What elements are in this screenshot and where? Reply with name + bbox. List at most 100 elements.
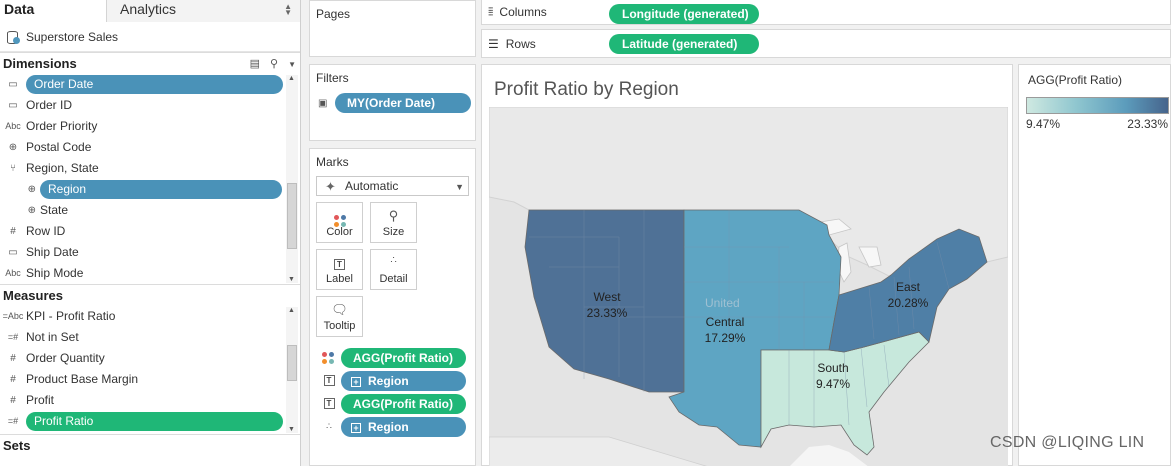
dimensions-scrollbar[interactable]: ▲ ▼ [286,75,298,283]
datasource-row[interactable]: Superstore Sales [0,22,300,52]
color-icon [317,203,362,227]
size-icon: ⚲ [388,208,399,223]
tooltip-button[interactable]: 🗨 Tooltip [316,296,363,337]
dimension-item[interactable]: ▭ Order ID [0,95,300,116]
measure-item[interactable]: # Order Quantity [0,348,300,369]
hash-icon: # [10,374,16,385]
dimension-item[interactable]: ▭ Ship Date [0,242,300,263]
dimension-item[interactable]: ⑂ Region, State [0,158,300,179]
measure-item[interactable]: # Product Base Margin [0,369,300,390]
tab-scroll-arrows-icon[interactable]: ▲ ▼ [284,2,292,17]
filters-label: Filters [316,71,349,85]
columns-pill-longitude[interactable]: Longitude (generated) [609,4,759,24]
rows-shelf[interactable]: ☰ Rows Latitude (generated) [481,29,1171,58]
item-label: Row ID [26,224,66,238]
mark-type-dropdown[interactable]: ✦ Automatic ▼ [316,176,469,196]
mark-field-pill[interactable]: + Region [341,370,466,391]
measure-item[interactable]: =# Not in Set [0,327,300,348]
mark-field-row: T + Region [310,369,475,392]
scroll-up-icon[interactable]: ▲ [288,75,295,82]
scroll-thumb[interactable] [287,183,297,249]
mark-buttons: Color ⚲ Size T Label ∴ Detail 🗨 Tooltip [310,196,475,337]
columns-shelf[interactable]: ⦙⦙⦙ Columns Longitude (generated) [481,0,1171,25]
hierarchy-icon: ⑂ [10,163,16,174]
mark-field-pill[interactable]: AGG(Profit Ratio) [341,393,466,414]
color-icon [322,351,336,365]
dimension-item[interactable]: ⊕ Region [0,179,300,200]
scroll-thumb[interactable] [287,345,297,381]
item-label: Postal Code [26,140,92,154]
data-pane: Data Analytics ▲ ▼ Superstore Sales Dimen… [0,0,301,466]
rows-label: Rows [505,37,536,51]
label-icon: T [322,397,336,411]
dimension-item[interactable]: ⊕ Postal Code [0,137,300,158]
measure-item[interactable]: =# Profit Ratio [0,411,300,432]
chevron-down-icon: ▼ [455,182,464,192]
item-label: Profit [26,393,55,407]
item-label: Region, State [26,161,99,175]
color-button[interactable]: Color [316,202,363,243]
expand-plus-icon[interactable]: + [351,376,361,387]
item-label: State [40,203,69,217]
rows-shelf-label-wrap: ☰ Rows [488,37,536,51]
scroll-up-icon[interactable]: ▲ [288,307,295,314]
region-east-shape[interactable] [828,228,988,353]
filters-shelf[interactable]: Filters ▣ MY(Order Date) [309,64,476,141]
item-label: Ship Date [26,245,79,259]
color-legend[interactable]: AGG(Profit Ratio) 9.47% 23.33% [1018,64,1171,466]
state-boundaries [529,210,950,427]
list-view-icon[interactable]: ▤ [249,58,261,70]
hash-icon: # [10,395,16,406]
size-button[interactable]: ⚲ Size [370,202,417,243]
abc-icon: Abc [5,268,21,278]
dimension-item[interactable]: Abc Ship Mode [0,263,300,284]
sets-header-label: Sets [3,438,31,453]
columns-label: Columns [499,5,547,19]
measure-item[interactable]: =Abc KPI - Profit Ratio [0,306,300,327]
menu-dropdown-icon[interactable]: ▼ [288,60,296,69]
region-labels: West 23.33% Central 17.29% East 20.28% South 9.… [587,280,929,391]
item-label: Product Base Margin [26,372,139,386]
mark-field-label: AGG(Profit Ratio) [353,350,453,365]
item-label: Region [40,180,282,199]
filter-pill-my-order-date[interactable]: MY(Order Date) [335,93,471,113]
marks-label: Marks [316,155,349,169]
region-name-label: Central [706,315,745,329]
tooltip-icon: 🗨 [331,302,348,317]
dimension-item[interactable]: Abc Order Priority [0,116,300,137]
mark-field-row: AGG(Profit Ratio) [310,346,475,369]
map-canvas[interactable]: United West 23.33% Central 17.29% East 20.28%… [489,107,1008,466]
measures-header-label: Measures [3,288,63,303]
view-title: Profit Ratio by Region [494,79,679,100]
tab-analytics[interactable]: Analytics ▲ ▼ [106,0,300,22]
dimension-item[interactable]: ⊕ State [0,200,300,221]
detail-button[interactable]: ∴ Detail [370,249,417,290]
hash-icon: # [10,226,16,237]
item-label: Ship Mode [26,266,84,280]
color-button-label: Color [326,226,353,238]
tab-data[interactable]: Data [0,0,106,22]
calendar-icon: ▭ [8,79,18,90]
dimension-item[interactable]: # Row ID [0,221,300,242]
label-icon: T [317,250,362,272]
item-label: KPI - Profit Ratio [26,309,116,323]
pages-shelf[interactable]: Pages [309,0,476,57]
scroll-down-icon[interactable]: ▼ [288,276,295,283]
datasource-icon [6,30,20,44]
measures-scrollbar[interactable]: ▲ ▼ [286,307,298,433]
measures-header: Measures [0,284,300,306]
tab-analytics-label: Analytics [120,1,177,17]
mark-type-icon: ✦ [325,179,336,194]
search-icon[interactable]: ⚲ [270,58,279,70]
dimension-item[interactable]: ▭ Order Date [0,74,300,95]
label-button[interactable]: T Label [316,249,363,290]
rows-pill-latitude[interactable]: Latitude (generated) [609,34,759,54]
scroll-down-icon[interactable]: ▼ [288,426,295,433]
legend-min-label: 9.47% [1026,117,1061,131]
measure-item[interactable]: # Profit [0,390,300,411]
mark-field-pill[interactable]: AGG(Profit Ratio) [341,347,466,368]
hash-calc-icon: =# [7,332,19,342]
expand-plus-icon[interactable]: + [351,422,361,433]
region-value-label: 23.33% [587,306,628,320]
mark-field-pill[interactable]: + Region [341,416,466,437]
